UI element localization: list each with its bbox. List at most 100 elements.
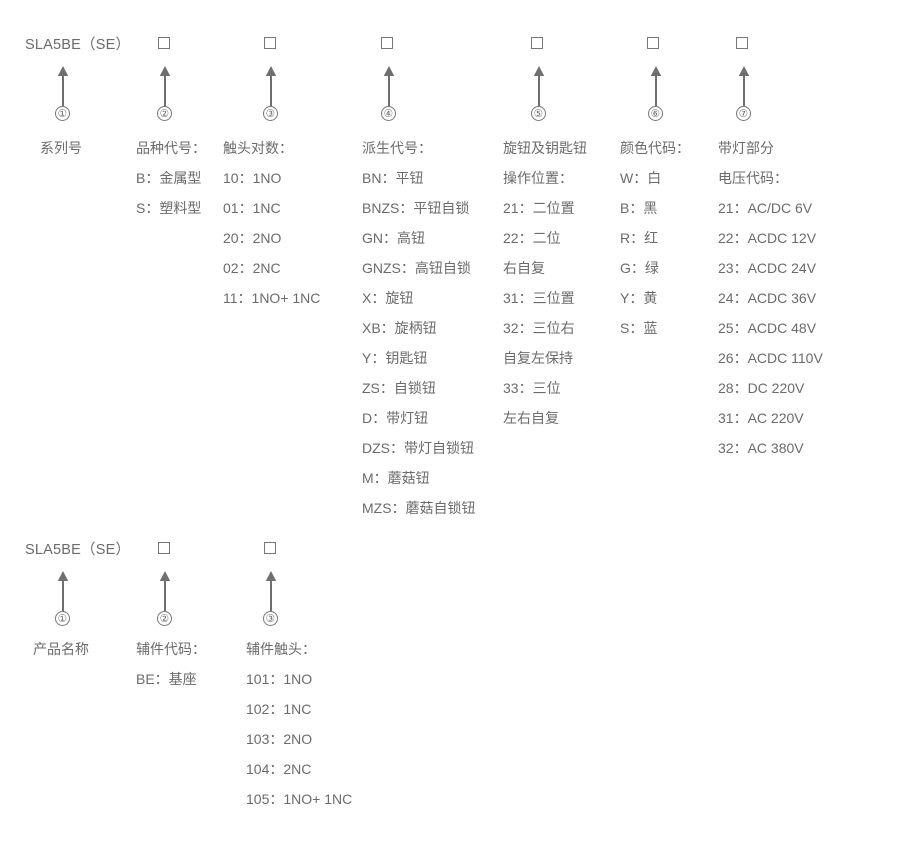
column-item: 20：2NO [223,230,282,246]
column-item: ZS：自锁钮 [362,380,436,396]
accessory-pointer-arrow-1 [56,571,70,611]
column-heading: 派生代号： [362,140,432,156]
column-heading: 颜色代码： [620,140,690,156]
column-item: W：白 [620,170,662,186]
column-item: M：蘑菇钮 [362,470,430,486]
column-item: G：绿 [620,260,659,276]
column-item: 103：2NO [246,731,313,747]
accessory-index-circle-3: ③ [263,611,278,626]
column-item: 28：DC 220V [718,380,805,396]
column-item: 102：1NC [246,701,312,717]
column-item: 自复左保持 [503,350,573,366]
column-item: 11：1NO+ 1NC [223,290,321,306]
column-item: 23：ACDC 24V [718,260,817,276]
column-item: 右自复 [503,260,545,276]
column-item: 31：AC 220V [718,410,804,426]
index-circle-3: ③ [263,106,278,121]
code-column-3: 触头对数： 10：1NO 01：1NC 20：2NO 02：2NC 11：1NO… [223,133,320,313]
column-item: Y：黄 [620,290,658,306]
column-item: DZS：带灯自锁钮 [362,440,474,456]
column-item: D：带灯钮 [362,410,429,426]
column-item: BN：平钮 [362,170,424,186]
pointer-arrow-3 [264,66,278,106]
index-circle-6: ⑥ [648,106,663,121]
column-item: 25：ACDC 48V [718,320,817,336]
column-heading: 品种代号： [136,140,206,156]
column-item: Y：钥匙钮 [362,350,428,366]
index-circle-4: ④ [381,106,396,121]
index-circle-2: ② [157,106,172,121]
column-item: 21：AC/DC 6V [718,200,813,216]
code-slot-box-4 [381,37,393,49]
column-item: 105：1NO+ 1NC [246,791,353,807]
column-heading: 产品名称 [33,641,89,657]
pointer-arrow-5 [532,66,546,106]
index-circle-7: ⑦ [736,106,751,121]
column-heading: 带灯部分 [718,140,774,156]
column-item: 32：三位右 [503,320,575,336]
accessory-index-circle-1: ① [55,611,70,626]
column-item: 左右自复 [503,410,559,426]
pointer-arrow-2 [158,66,172,106]
code-column-1: 系列号 [40,133,82,163]
index-circle-5: ⑤ [531,106,546,121]
accessory-code-slot-box-2 [158,542,170,554]
column-item: MZS：蘑菇自锁钮 [362,500,476,516]
code-slot-box-3 [264,37,276,49]
accessory-code-column-1: 产品名称 [33,634,89,664]
column-item: 01：1NC [223,200,281,216]
code-column-2: 品种代号： B：金属型 S：塑料型 [136,133,206,223]
column-item: GN：高钮 [362,230,425,246]
column-item: 26：ACDC 110V [718,350,823,366]
column-item: S：塑料型 [136,200,202,216]
code-column-4: 派生代号： BN：平钮 BNZS：平钮自锁 GN：高钮 GNZS：高钮自锁 X：… [362,133,476,523]
column-heading: 辅件代码： [136,641,206,657]
code-slot-box-7 [736,37,748,49]
pointer-arrow-6 [649,66,663,106]
column-item: 02：2NC [223,260,281,276]
column-heading: 辅件触头： [246,641,316,657]
pointer-arrow-1 [56,66,70,106]
column-item: 操作位置： [503,170,573,186]
code-slot-box-6 [647,37,659,49]
column-item: 104：2NC [246,761,312,777]
column-heading: 旋钮及钥匙钮 [503,140,587,156]
column-item: B：金属型 [136,170,202,186]
column-item: 电压代码： [718,170,788,186]
column-item: R：红 [620,230,659,246]
accessory-pointer-arrow-2 [158,571,172,611]
column-item: 101：1NO [246,671,313,687]
code-slot-box-5 [531,37,543,49]
code-column-6: 颜色代码： W：白 B：黑 R：红 G：绿 Y：黄 S：蓝 [620,133,690,343]
column-heading: 触头对数： [223,140,293,156]
column-item: 31：三位置 [503,290,575,306]
accessory-code-slot-box-3 [264,542,276,554]
column-item: B：黑 [620,200,658,216]
column-item: X：旋钮 [362,290,414,306]
column-item: 22：二位 [503,230,561,246]
accessory-model-code-label: SLA5BE（SE） [25,542,131,558]
column-heading: 系列号 [40,140,82,156]
accessory-index-circle-2: ② [157,611,172,626]
column-item: XB：旋柄钮 [362,320,437,336]
accessory-pointer-arrow-3 [264,571,278,611]
model-code-label: SLA5BE（SE） [25,37,131,53]
pointer-arrow-4 [382,66,396,106]
index-circle-1: ① [55,106,70,121]
column-item: S：蓝 [620,320,658,336]
column-item: 24：ACDC 36V [718,290,817,306]
column-item: 21：二位置 [503,200,575,216]
column-item: BNZS：平钮自锁 [362,200,470,216]
column-item: BE：基座 [136,671,197,687]
code-slot-box-2 [158,37,170,49]
column-item: 10：1NO [223,170,282,186]
code-column-5: 旋钮及钥匙钮 操作位置： 21：二位置 22：二位 右自复 31：三位置 32：… [503,133,587,433]
column-item: GNZS：高钮自锁 [362,260,471,276]
accessory-code-column-2: 辅件代码： BE：基座 [136,634,206,694]
code-column-7: 带灯部分 电压代码： 21：AC/DC 6V 22：ACDC 12V 23：AC… [718,133,823,463]
column-item: 22：ACDC 12V [718,230,817,246]
accessory-code-column-3: 辅件触头： 101：1NO 102：1NC 103：2NO 104：2NC 10… [246,634,352,814]
column-item: 33：三位 [503,380,561,396]
pointer-arrow-7 [737,66,751,106]
column-item: 32：AC 380V [718,440,804,456]
